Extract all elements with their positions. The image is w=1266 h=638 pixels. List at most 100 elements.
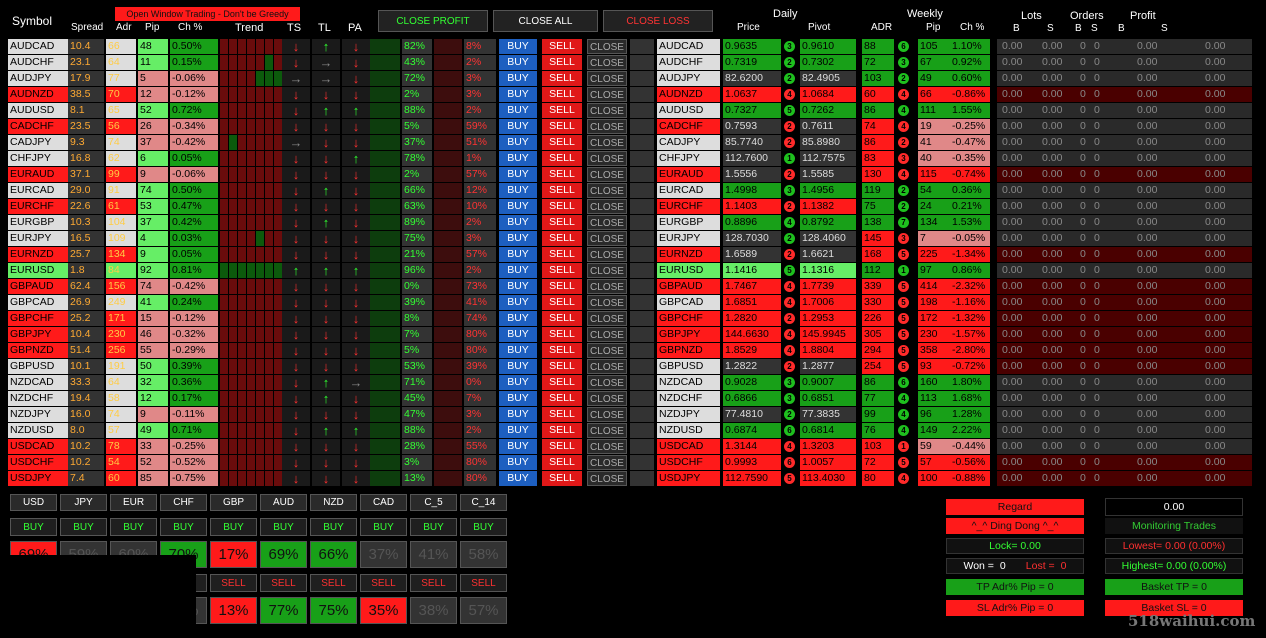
sell-currency-button[interactable]: SELL — [310, 574, 357, 592]
sell-button[interactable]: SELL — [542, 455, 582, 470]
sell-button[interactable]: SELL — [542, 103, 582, 118]
buy-button[interactable]: BUY — [499, 215, 537, 230]
sell-button[interactable]: SELL — [542, 359, 582, 374]
currency-label-nzd[interactable]: NZD — [310, 494, 357, 511]
sell-button[interactable]: SELL — [542, 199, 582, 214]
sell-button[interactable]: SELL — [542, 311, 582, 326]
buy-button[interactable]: BUY — [499, 439, 537, 454]
currency-label-usd[interactable]: USD — [10, 494, 57, 511]
buy-currency-button[interactable]: BUY — [210, 518, 257, 536]
buy-button[interactable]: BUY — [499, 295, 537, 310]
currency-label-c_14[interactable]: C_14 — [460, 494, 507, 511]
buy-button[interactable]: BUY — [499, 231, 537, 246]
close-button[interactable]: CLOSE — [587, 151, 627, 166]
sell-button[interactable]: SELL — [542, 71, 582, 86]
buy-button[interactable]: BUY — [499, 423, 537, 438]
buy-button[interactable]: BUY — [499, 359, 537, 374]
buy-button[interactable]: BUY — [499, 103, 537, 118]
buy-button[interactable]: BUY — [499, 391, 537, 406]
buy-button[interactable]: BUY — [499, 471, 537, 486]
close-button[interactable]: CLOSE — [587, 183, 627, 198]
close-button[interactable]: CLOSE — [587, 231, 627, 246]
buy-button[interactable]: BUY — [499, 327, 537, 342]
buy-button[interactable]: BUY — [499, 151, 537, 166]
buy-currency-button[interactable]: BUY — [360, 518, 407, 536]
buy-button[interactable]: BUY — [499, 311, 537, 326]
close-button[interactable]: CLOSE — [587, 39, 627, 54]
close-button[interactable]: CLOSE — [587, 423, 627, 438]
close-button[interactable]: CLOSE — [587, 439, 627, 454]
buy-currency-button[interactable]: BUY — [160, 518, 207, 536]
sell-button[interactable]: SELL — [542, 55, 582, 70]
sell-button[interactable]: SELL — [542, 375, 582, 390]
sell-button[interactable]: SELL — [542, 343, 582, 358]
close-all-button[interactable]: CLOSE ALL — [493, 10, 598, 32]
close-button[interactable]: CLOSE — [587, 199, 627, 214]
currency-label-jpy[interactable]: JPY — [60, 494, 107, 511]
sell-button[interactable]: SELL — [542, 151, 582, 166]
close-button[interactable]: CLOSE — [587, 119, 627, 134]
close-loss-button[interactable]: CLOSE LOSS — [603, 10, 713, 32]
buy-button[interactable]: BUY — [499, 247, 537, 262]
sell-button[interactable]: SELL — [542, 247, 582, 262]
buy-currency-button[interactable]: BUY — [110, 518, 157, 536]
sell-button[interactable]: SELL — [542, 263, 582, 278]
buy-button[interactable]: BUY — [499, 279, 537, 294]
sell-button[interactable]: SELL — [542, 231, 582, 246]
currency-label-cad[interactable]: CAD — [360, 494, 407, 511]
close-button[interactable]: CLOSE — [587, 295, 627, 310]
buy-button[interactable]: BUY — [499, 71, 537, 86]
buy-button[interactable]: BUY — [499, 167, 537, 182]
sell-button[interactable]: SELL — [542, 183, 582, 198]
close-button[interactable]: CLOSE — [587, 55, 627, 70]
close-button[interactable]: CLOSE — [587, 247, 627, 262]
sell-button[interactable]: SELL — [542, 391, 582, 406]
buy-currency-button[interactable]: BUY — [260, 518, 307, 536]
sell-button[interactable]: SELL — [542, 439, 582, 454]
close-button[interactable]: CLOSE — [587, 455, 627, 470]
sell-button[interactable]: SELL — [542, 215, 582, 230]
buy-button[interactable]: BUY — [499, 263, 537, 278]
buy-button[interactable]: BUY — [499, 183, 537, 198]
buy-button[interactable]: BUY — [499, 39, 537, 54]
close-profit-button[interactable]: CLOSE PROFIT — [378, 10, 488, 32]
sell-button[interactable]: SELL — [542, 295, 582, 310]
buy-currency-button[interactable]: BUY — [10, 518, 57, 536]
close-button[interactable]: CLOSE — [587, 375, 627, 390]
buy-currency-button[interactable]: BUY — [60, 518, 107, 536]
sell-button[interactable]: SELL — [542, 87, 582, 102]
currency-label-eur[interactable]: EUR — [110, 494, 157, 511]
buy-button[interactable]: BUY — [499, 87, 537, 102]
close-button[interactable]: CLOSE — [587, 87, 627, 102]
sell-currency-button[interactable]: SELL — [410, 574, 457, 592]
buy-currency-button[interactable]: BUY — [410, 518, 457, 536]
sell-currency-button[interactable]: SELL — [210, 574, 257, 592]
buy-button[interactable]: BUY — [499, 199, 537, 214]
sell-button[interactable]: SELL — [542, 407, 582, 422]
sell-currency-button[interactable]: SELL — [460, 574, 507, 592]
buy-currency-button[interactable]: BUY — [310, 518, 357, 536]
buy-button[interactable]: BUY — [499, 375, 537, 390]
buy-currency-button[interactable]: BUY — [460, 518, 507, 536]
close-button[interactable]: CLOSE — [587, 215, 627, 230]
buy-button[interactable]: BUY — [499, 343, 537, 358]
sell-button[interactable]: SELL — [542, 423, 582, 438]
close-button[interactable]: CLOSE — [587, 407, 627, 422]
close-button[interactable]: CLOSE — [587, 327, 627, 342]
close-button[interactable]: CLOSE — [587, 279, 627, 294]
currency-label-aud[interactable]: AUD — [260, 494, 307, 511]
close-button[interactable]: CLOSE — [587, 71, 627, 86]
currency-label-gbp[interactable]: GBP — [210, 494, 257, 511]
close-button[interactable]: CLOSE — [587, 103, 627, 118]
sell-button[interactable]: SELL — [542, 167, 582, 182]
buy-button[interactable]: BUY — [499, 119, 537, 134]
buy-button[interactable]: BUY — [499, 407, 537, 422]
currency-label-c_5[interactable]: C_5 — [410, 494, 457, 511]
currency-label-chf[interactable]: CHF — [160, 494, 207, 511]
sell-currency-button[interactable]: SELL — [260, 574, 307, 592]
sell-button[interactable]: SELL — [542, 471, 582, 486]
sell-button[interactable]: SELL — [542, 119, 582, 134]
close-button[interactable]: CLOSE — [587, 343, 627, 358]
sell-button[interactable]: SELL — [542, 39, 582, 54]
close-button[interactable]: CLOSE — [587, 263, 627, 278]
